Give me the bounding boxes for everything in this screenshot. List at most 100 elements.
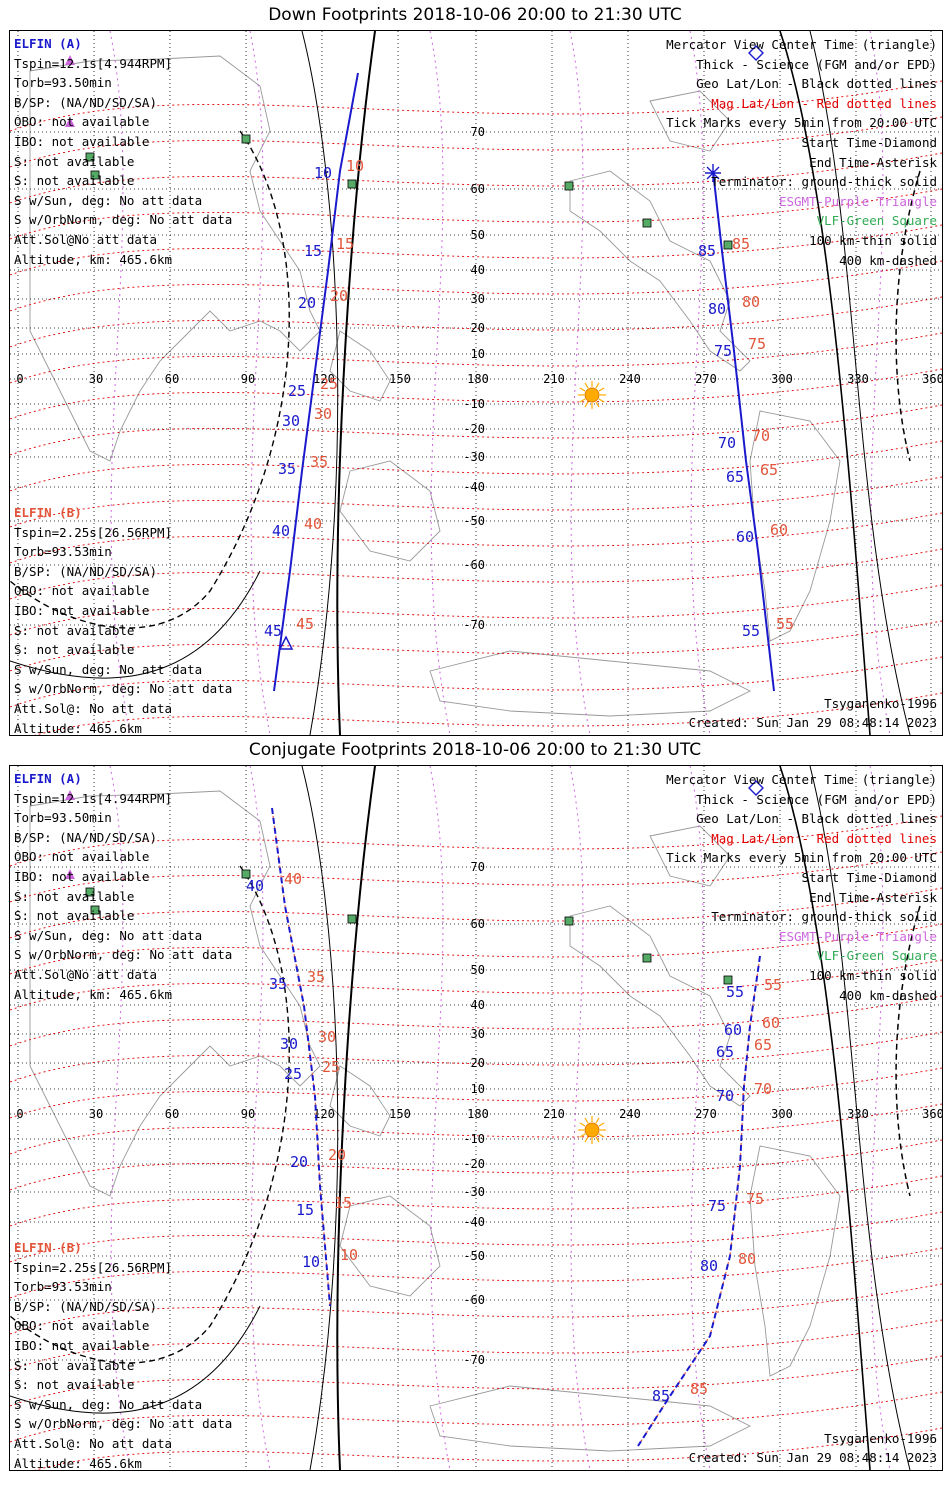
coastline-4 xyxy=(749,410,841,642)
vlf-station-1 xyxy=(85,152,95,162)
bottom-map-title: Conjugate Footprints 2018-10-06 20:00 to… xyxy=(248,740,702,760)
lat-label-50: 50 xyxy=(471,228,485,242)
elfin-a-tick-label-45: 45 xyxy=(264,622,282,640)
mag-parallel-1 xyxy=(10,851,942,903)
elfin-a-bsp: B/SP: (NA/ND/SD/SA) xyxy=(14,829,157,845)
lat-label--40: -40 xyxy=(463,1215,485,1229)
legend-geo: Geo Lat/Lon - Black dotted lines xyxy=(696,76,937,92)
mag-parallel-10 xyxy=(10,440,942,492)
esgmt-triangle xyxy=(65,117,75,127)
conjugate-footprints-map: 0 30 60 90 120 150 180 210 240 270 300 330 360 70 60 50… xyxy=(9,765,943,1471)
coastline-1 xyxy=(329,330,391,402)
terminator-ground xyxy=(336,766,376,1470)
elfin-a-attsol: Att.Sol@No att data xyxy=(14,966,157,982)
esgmt-triangle-info xyxy=(65,790,75,800)
elfin-b-tick-label-b-75: 75 xyxy=(748,335,766,353)
lon-label-300: 300 xyxy=(771,1107,793,1121)
lat-label--20: -20 xyxy=(463,1157,485,1171)
lat-label-10: 10 xyxy=(471,347,485,361)
elfin-a-tick-label-20: 20 xyxy=(290,1153,308,1171)
lon-label-360: 360 xyxy=(922,372,942,386)
legend-view: Mercator View Center Time (triangle) xyxy=(666,37,937,52)
vlf-station-3 xyxy=(347,179,357,189)
map-footer: Tsyganenko-1996 Created: Sun Jan 29 08:4… xyxy=(689,694,937,733)
elfin-a-tick-label-20: 20 xyxy=(298,294,316,312)
elfin-a-tick-label-35: 35 xyxy=(269,975,287,993)
legend-mag: Mag Lat/Lon - Red dotted lines xyxy=(711,830,937,846)
lon-label-120: 120 xyxy=(313,372,335,386)
vlf-station-6 xyxy=(723,240,733,250)
elfin-b-attsol: Att.Sol@: No att data xyxy=(14,1435,173,1451)
elfin-b-orbnorm: S w/OrbNorm, deg: No att data xyxy=(14,1416,233,1432)
lat-label-20: 20 xyxy=(471,321,485,335)
lon-label-0: 0 xyxy=(16,372,23,386)
elfin-a-tick-label-b-45: 45 xyxy=(296,615,314,633)
lon-label-90: 90 xyxy=(241,372,255,386)
lat-label--30: -30 xyxy=(463,1185,485,1199)
lat-label--50: -50 xyxy=(463,1249,485,1263)
elfin-b-tick-label-85: 85 xyxy=(698,242,716,260)
elfin-a-ibo: IBO: not available xyxy=(14,133,150,149)
elfin-b-s2: S: not available xyxy=(14,1377,135,1393)
elfin-b-ibo: IBO: not available xyxy=(14,1337,150,1353)
legend-ticks: Tick Marks every 5min from 20:00 UTC xyxy=(666,850,937,866)
elfin-a-sun: S w/Sun, deg: No att data xyxy=(14,927,203,943)
vlf-station-5 xyxy=(642,953,652,963)
elfin-b-tick-label-b-70: 70 xyxy=(754,1080,772,1098)
map-legend: Mercator View Center Time (triangle) Thi… xyxy=(666,35,937,270)
elfin-b-tick-label-70: 70 xyxy=(718,434,736,452)
elfin-b-altitude: Altitude: 465.6km xyxy=(14,1455,142,1471)
elfin-a-header: ELFIN (A) xyxy=(14,771,82,786)
lat-label-60: 60 xyxy=(471,182,485,196)
esgmt-triangle xyxy=(65,869,75,879)
created-label: Created: Sun Jan 29 08:48:14 2023 xyxy=(688,715,937,731)
lon-label-360: 360 xyxy=(922,1107,942,1121)
elfin-a-attsol: Att.Sol@No att data xyxy=(14,231,157,247)
elfin-b-tick-label-b-80: 80 xyxy=(738,1250,756,1268)
elfin-a-tick-label-b-20: 20 xyxy=(330,287,348,305)
elfin-b-tick-label-b-75: 75 xyxy=(746,1190,764,1208)
elfin-a-s1: S: not available xyxy=(14,153,135,169)
mag-parallel-3 xyxy=(10,923,942,975)
lon-label-240: 240 xyxy=(619,372,641,386)
elfin-a-torb: Torb=93.50min xyxy=(14,810,112,826)
elfin-a-orbnorm: S w/OrbNorm, deg: No att data xyxy=(14,212,233,228)
mag-parallel-15 xyxy=(10,620,942,672)
elfin-a-bsp: B/SP: (NA/ND/SD/SA) xyxy=(14,94,157,110)
down-footprints-map: 0 30 60 90 120 150 180 210 240 270 300 330 360 70 60 50… xyxy=(9,30,943,736)
lon-label-30: 30 xyxy=(89,1107,103,1121)
lat-label-30: 30 xyxy=(471,1027,485,1041)
mag-parallel-14 xyxy=(10,1319,942,1371)
elfin-a-header: ELFIN (A) xyxy=(14,36,82,51)
mag-parallel-13 xyxy=(10,1283,942,1335)
mag-parallel-12 xyxy=(10,1247,942,1299)
mag-meridian-3 xyxy=(569,766,591,1470)
lat-label-50: 50 xyxy=(471,963,485,977)
elfin-b-sun: S w/Sun, deg: No att data xyxy=(14,661,203,677)
legend-end: End Time-Asterisk xyxy=(809,889,937,905)
lat-label--70: -70 xyxy=(463,1353,485,1367)
map-canvas: 0 30 60 90 120 150 180 210 240 270 300 330 360 70 60 50… xyxy=(10,31,942,735)
elfin-a-tick-label-b-10: 10 xyxy=(346,157,364,175)
top-map-title: Down Footprints 2018-10-06 20:00 to 21:3… xyxy=(268,5,682,25)
mag-parallel-6 xyxy=(10,1031,942,1083)
elfin-b-tick-label-60: 60 xyxy=(724,1021,742,1039)
lon-label-270: 270 xyxy=(695,372,717,386)
terminator-east-400km xyxy=(895,170,921,462)
elfin-b-s1: S: not available xyxy=(14,1357,135,1373)
elfin-b-torb: Torb=93.53min xyxy=(14,544,112,560)
elfin-a-tick-label-b-35: 35 xyxy=(307,968,325,986)
sun-icon xyxy=(578,1116,606,1144)
vlf-station-0 xyxy=(241,134,251,144)
terminator-ground xyxy=(336,31,376,735)
map-footer: Tsyganenko-1996 Created: Sun Jan 29 08:4… xyxy=(689,1429,937,1468)
legend-view: Mercator View Center Time (triangle) xyxy=(666,772,937,787)
elfin-a-track xyxy=(271,807,331,1307)
coastline-0 xyxy=(29,790,321,1197)
elfin-b-tick-label-75: 75 xyxy=(708,1197,726,1215)
vlf-station-0 xyxy=(241,869,251,879)
elfin-b-tick-label-70: 70 xyxy=(716,1087,734,1105)
mag-parallel-10 xyxy=(10,1175,942,1227)
elfin-b-obo: OBO: not available xyxy=(14,583,150,599)
legend-diamond-icon xyxy=(748,780,764,796)
